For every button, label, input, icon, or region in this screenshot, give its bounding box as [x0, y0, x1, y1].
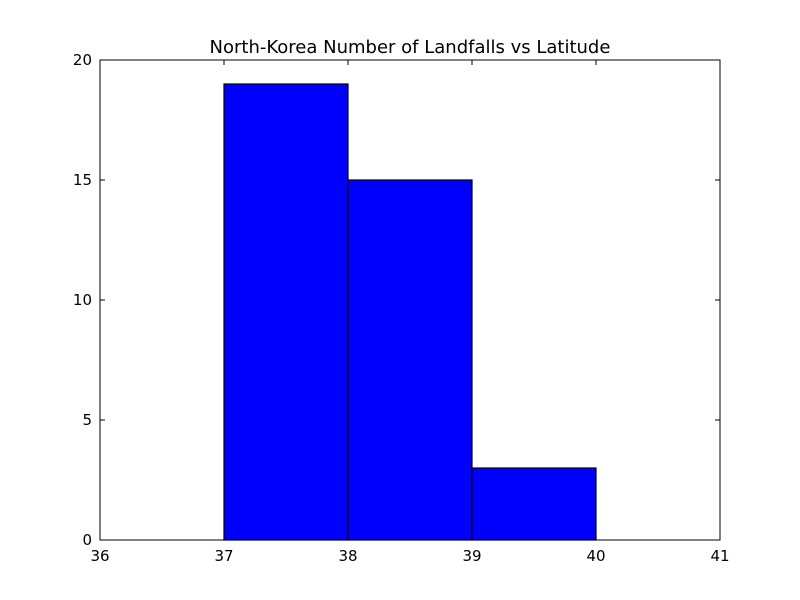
tick-labels-group: 36 37 38 39 40 41 0 5 10 15 20	[73, 51, 730, 565]
y-tick-label: 20	[73, 51, 92, 69]
bars-group	[223, 83, 597, 541]
x-tick-label: 37	[214, 547, 233, 565]
plot-frame	[99, 59, 721, 541]
x-tick-label: 38	[338, 547, 357, 565]
x-tick-label: 40	[586, 547, 605, 565]
y-tick-label: 15	[73, 171, 92, 189]
histogram-bar-1	[223, 83, 349, 541]
y-tick-label: 10	[73, 291, 92, 309]
x-tick-label: 36	[90, 547, 109, 565]
x-tick-label: 41	[710, 547, 729, 565]
y-tick-label: 5	[82, 411, 92, 429]
histogram-bar-3	[471, 467, 597, 541]
histogram-bar-2	[347, 179, 473, 541]
x-tick-label: 39	[462, 547, 481, 565]
y-tick-label: 0	[82, 531, 92, 549]
chart-title: North-Korea Number of Landfalls vs Latit…	[210, 37, 611, 58]
